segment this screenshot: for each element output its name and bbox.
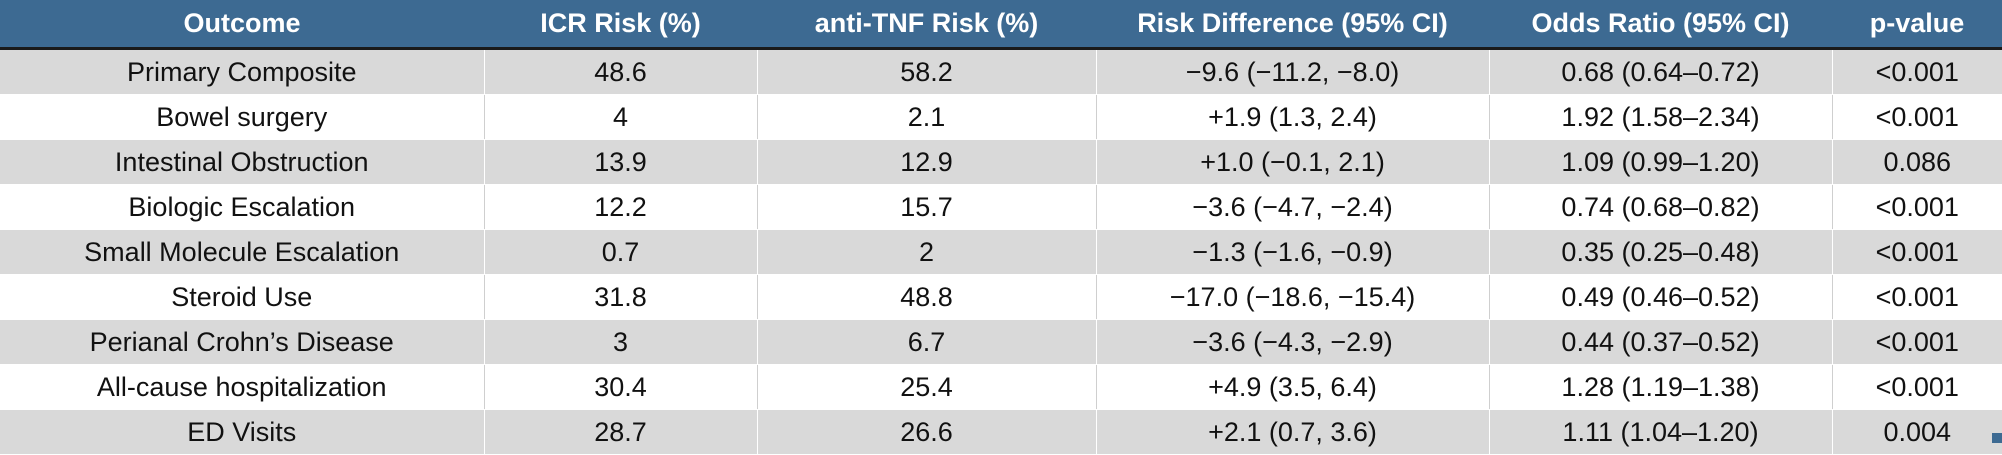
cell-risk-difference[interactable]: −3.6 (−4.3, −2.9) [1096,319,1490,365]
header-p-value[interactable]: p-value [1832,0,2002,50]
cell-odds-ratio[interactable]: 0.68 (0.64–0.72) [1489,48,1833,95]
table-row: Intestinal Obstruction 13.9 12.9 +1.0 (−… [0,139,2002,185]
cell-odds-ratio[interactable]: 1.09 (0.99–1.20) [1489,139,1833,185]
cell-risk-difference[interactable]: −1.3 (−1.6, −0.9) [1096,229,1490,275]
header-odds-ratio[interactable]: Odds Ratio (95% CI) [1489,0,1832,50]
table-row: Small Molecule Escalation 0.7 2 −1.3 (−1… [0,229,2002,275]
cell-risk-difference[interactable]: −3.6 (−4.7, −2.4) [1096,184,1490,230]
cell-icr-risk[interactable]: 30.4 [484,364,758,410]
cell-risk-difference[interactable]: −9.6 (−11.2, −8.0) [1096,48,1490,95]
cell-anti-tnf-risk[interactable]: 6.7 [757,319,1097,365]
cell-odds-ratio[interactable]: 0.35 (0.25–0.48) [1489,229,1833,275]
table-row: Primary Composite 48.6 58.2 −9.6 (−11.2,… [0,48,2002,95]
cell-odds-ratio[interactable]: 1.92 (1.58–2.34) [1489,94,1833,140]
cell-p-value[interactable]: <0.001 [1832,94,2002,140]
table-row: Bowel surgery 4 2.1 +1.9 (1.3, 2.4) 1.92… [0,94,2002,140]
cell-outcome[interactable]: Small Molecule Escalation [0,229,485,275]
cell-outcome[interactable]: Intestinal Obstruction [0,139,485,185]
cell-anti-tnf-risk[interactable]: 25.4 [757,364,1097,410]
cell-icr-risk[interactable]: 13.9 [484,139,758,185]
cell-outcome[interactable]: Bowel surgery [0,94,485,140]
cell-odds-ratio[interactable]: 1.11 (1.04–1.20) [1489,409,1833,455]
cell-risk-difference[interactable]: +1.9 (1.3, 2.4) [1096,94,1490,140]
cell-odds-ratio[interactable]: 1.28 (1.19–1.38) [1489,364,1833,410]
cell-p-value[interactable]: <0.001 [1832,274,2002,320]
cell-outcome[interactable]: ED Visits [0,409,485,455]
table-row: Perianal Crohn’s Disease 3 6.7 −3.6 (−4.… [0,319,2002,365]
cell-p-value[interactable]: <0.001 [1832,48,2002,95]
cell-anti-tnf-risk[interactable]: 2 [757,229,1097,275]
table-row: All-cause hospitalization 30.4 25.4 +4.9… [0,364,2002,410]
cell-outcome[interactable]: Primary Composite [0,48,485,95]
cell-anti-tnf-risk[interactable]: 58.2 [757,48,1097,95]
cell-risk-difference[interactable]: +2.1 (0.7, 3.6) [1096,409,1490,455]
cell-risk-difference[interactable]: +1.0 (−0.1, 2.1) [1096,139,1490,185]
table-resize-handle[interactable] [1992,433,2002,443]
table-row: Biologic Escalation 12.2 15.7 −3.6 (−4.7… [0,184,2002,230]
cell-icr-risk[interactable]: 28.7 [484,409,758,455]
cell-anti-tnf-risk[interactable]: 26.6 [757,409,1097,455]
header-icr-risk[interactable]: ICR Risk (%) [484,0,757,50]
cell-outcome[interactable]: Perianal Crohn’s Disease [0,319,485,365]
cell-p-value[interactable]: 0.004 [1832,409,2002,455]
cell-icr-risk[interactable]: 0.7 [484,229,758,275]
cell-anti-tnf-risk[interactable]: 48.8 [757,274,1097,320]
cell-p-value[interactable]: 0.086 [1832,139,2002,185]
header-risk-difference[interactable]: Risk Difference (95% CI) [1096,0,1489,50]
cell-icr-risk[interactable]: 4 [484,94,758,140]
table-row: Steroid Use 31.8 48.8 −17.0 (−18.6, −15.… [0,274,2002,320]
table-row: ED Visits 28.7 26.6 +2.1 (0.7, 3.6) 1.11… [0,409,2002,455]
cell-p-value[interactable]: <0.001 [1832,184,2002,230]
cell-p-value[interactable]: <0.001 [1832,364,2002,410]
cell-p-value[interactable]: <0.001 [1832,229,2002,275]
cell-anti-tnf-risk[interactable]: 2.1 [757,94,1097,140]
cell-icr-risk[interactable]: 48.6 [484,48,758,95]
header-anti-tnf-risk[interactable]: anti-TNF Risk (%) [757,0,1096,50]
cell-odds-ratio[interactable]: 0.49 (0.46–0.52) [1489,274,1833,320]
table-header-row: Outcome ICR Risk (%) anti-TNF Risk (%) R… [0,0,2002,50]
cell-anti-tnf-risk[interactable]: 15.7 [757,184,1097,230]
cell-icr-risk[interactable]: 12.2 [484,184,758,230]
cell-p-value[interactable]: <0.001 [1832,319,2002,365]
cell-odds-ratio[interactable]: 0.74 (0.68–0.82) [1489,184,1833,230]
cell-outcome[interactable]: Steroid Use [0,274,485,320]
header-outcome[interactable]: Outcome [0,0,484,50]
cell-anti-tnf-risk[interactable]: 12.9 [757,139,1097,185]
cell-risk-difference[interactable]: −17.0 (−18.6, −15.4) [1096,274,1490,320]
cell-icr-risk[interactable]: 3 [484,319,758,365]
cell-outcome[interactable]: Biologic Escalation [0,184,485,230]
cell-icr-risk[interactable]: 31.8 [484,274,758,320]
cell-odds-ratio[interactable]: 0.44 (0.37–0.52) [1489,319,1833,365]
cell-outcome[interactable]: All-cause hospitalization [0,364,485,410]
cell-risk-difference[interactable]: +4.9 (3.5, 6.4) [1096,364,1490,410]
